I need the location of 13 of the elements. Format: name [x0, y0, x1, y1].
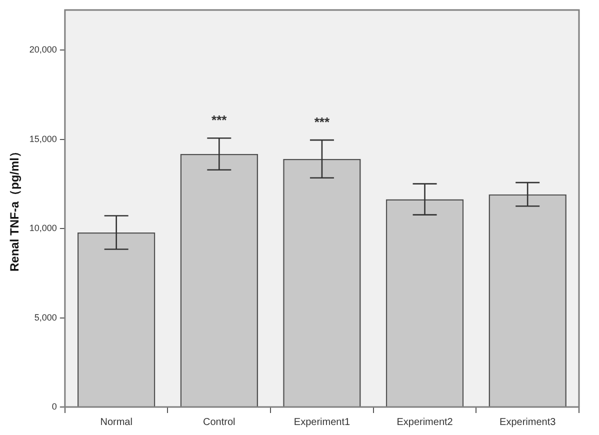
y-tick-label: 10,000 — [29, 223, 57, 234]
x-tick-label: Experiment3 — [500, 416, 556, 428]
y-tick-label: 5,000 — [34, 312, 57, 322]
x-tick-label: Experiment1 — [294, 416, 350, 428]
y-tick-label: 0 — [52, 401, 57, 412]
annotation: *** — [314, 114, 330, 130]
y-tick-label: 20,000 — [29, 44, 57, 55]
x-tick-label: Normal — [100, 416, 132, 428]
x-tick-label: Control — [203, 416, 236, 428]
y-tick-label: 15,000 — [29, 134, 57, 144]
annotation: *** — [212, 112, 228, 128]
y-axis-title: Renal TNF-a（pg/ml） — [8, 145, 22, 272]
x-tick-label: Experiment2 — [396, 416, 454, 428]
